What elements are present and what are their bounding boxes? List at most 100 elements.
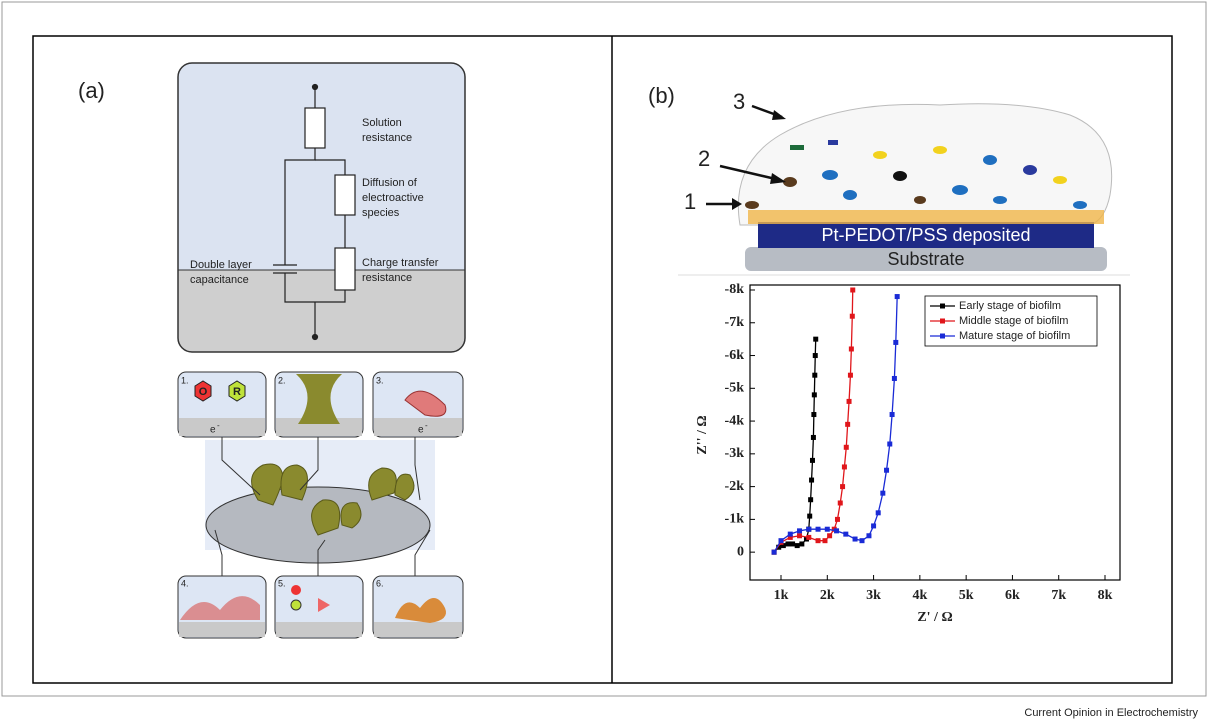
panel-label: (b) [648, 83, 675, 108]
x-tick-label: 1k [774, 588, 789, 603]
data-point [842, 464, 847, 469]
data-point [849, 346, 854, 351]
data-point [812, 392, 817, 397]
data-point [876, 510, 881, 515]
legend-label: Middle stage of biofilm [959, 315, 1068, 327]
data-point [785, 541, 790, 546]
data-point [825, 527, 830, 532]
data-point [808, 497, 813, 502]
data-point [895, 294, 900, 299]
y-tick-label: -1k [725, 512, 745, 527]
circuit-label: capacitance [190, 274, 249, 286]
data-point [799, 541, 804, 546]
data-point [816, 527, 821, 532]
legend-label: Mature stage of biofilm [959, 330, 1070, 342]
x-tick-label: 7k [1051, 588, 1066, 603]
species-label: O [199, 386, 208, 398]
y-axis-title: Z'' / Ω [695, 415, 710, 454]
circuit-label: Charge transfer [362, 257, 439, 269]
data-point [822, 538, 827, 543]
y-tick-label: -3k [725, 446, 745, 461]
data-point [850, 314, 855, 319]
data-point [813, 337, 818, 342]
data-point [840, 484, 845, 489]
species-label: R [233, 386, 241, 398]
y-tick-label: -2k [725, 479, 745, 494]
y-tick-label: -7k [725, 315, 745, 330]
data-point [811, 412, 816, 417]
x-tick-label: 4k [912, 588, 927, 603]
data-point [788, 532, 793, 537]
electron-charge: - [217, 421, 220, 430]
data-point [880, 491, 885, 496]
data-point [772, 550, 777, 555]
data-point [812, 373, 817, 378]
footer: Current Opinion in Electrochemistry [1024, 707, 1198, 719]
data-point [779, 538, 784, 543]
data-point [838, 500, 843, 505]
x-tick-label: 6k [1005, 588, 1020, 603]
x-tick-label: 2k [820, 588, 835, 603]
y-tick-label: -5k [725, 381, 745, 396]
circuit-label: resistance [362, 132, 412, 144]
data-point [890, 412, 895, 417]
data-point [871, 523, 876, 528]
circuit-label: species [362, 207, 400, 219]
data-point [827, 533, 832, 538]
data-point [835, 517, 840, 522]
marker-label: 1 [684, 189, 696, 214]
data-point [810, 458, 815, 463]
biofilm-illustration [178, 372, 463, 638]
inset-number: 2. [278, 375, 286, 385]
data-point [790, 541, 795, 546]
electron-charge: - [425, 421, 428, 430]
inset-number: 3. [376, 375, 384, 385]
data-point [807, 514, 812, 519]
data-point [860, 538, 865, 543]
inset-number: 6. [376, 578, 384, 588]
legend-marker [940, 319, 945, 324]
circuit-label: resistance [362, 272, 412, 284]
inset-number: 5. [278, 578, 286, 588]
circuit [178, 63, 465, 352]
x-tick-label: 5k [959, 588, 974, 603]
y-tick-label: -8k [725, 282, 745, 297]
y-tick-label: -6k [725, 348, 745, 363]
layer-label: Pt-PEDOT/PSS deposited [821, 225, 1030, 245]
inset-number: 4. [181, 578, 189, 588]
electron-label: e [418, 425, 424, 436]
series-line [774, 339, 816, 552]
data-point [806, 527, 811, 532]
data-point [811, 435, 816, 440]
data-point [844, 445, 849, 450]
inset-number: 1. [181, 375, 189, 385]
data-point [843, 532, 848, 537]
circuit-label: Solution [362, 117, 402, 129]
y-tick-label: 0 [737, 544, 744, 559]
data-point [847, 399, 852, 404]
figure: Current Opinion in Electrochemistry (a) … [0, 0, 1208, 727]
data-point [893, 340, 898, 345]
x-axis-title: Z' / Ω [917, 610, 952, 625]
data-point [816, 538, 821, 543]
circuit-label: Double layer [190, 259, 252, 271]
data-point [853, 537, 858, 542]
marker-label: 3 [733, 89, 745, 114]
data-point [809, 478, 814, 483]
electron-label: e [210, 425, 216, 436]
x-tick-label: 3k [866, 588, 881, 603]
circuit-label: Diffusion of [362, 177, 418, 189]
panel-label: (a) [78, 78, 105, 103]
legend-label: Early stage of biofilm [959, 300, 1061, 312]
data-point [884, 468, 889, 473]
data-point [795, 543, 800, 548]
data-point [845, 422, 850, 427]
data-point [834, 528, 839, 533]
data-point [797, 528, 802, 533]
circuit-label: electroactive [362, 192, 424, 204]
data-point [806, 535, 811, 540]
data-point [797, 533, 802, 538]
data-point [848, 373, 853, 378]
data-point [850, 288, 855, 293]
